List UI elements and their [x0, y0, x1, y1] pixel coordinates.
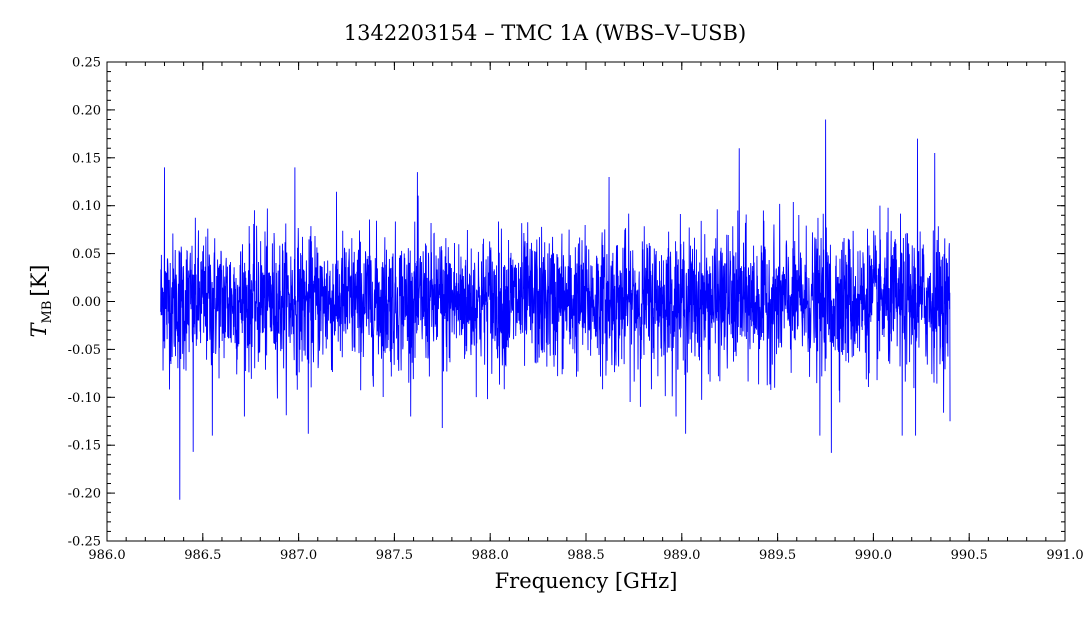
x-tick-label: 987.5 — [376, 548, 413, 563]
y-tick-label: 0.20 — [72, 103, 101, 118]
y-tick-label: 0.05 — [72, 247, 101, 262]
x-tick-label: 989.5 — [759, 548, 796, 563]
x-tick-label: 991.0 — [1046, 548, 1083, 563]
spectrum-line — [160, 119, 951, 500]
x-axis: 986.0 986.5 987.0 987.5 988.0 988.5 989.0 989.5… — [88, 62, 1084, 563]
x-tick-label: 986.5 — [184, 548, 221, 563]
y-axis-label-main: T — [27, 321, 51, 337]
y-tick-label: 0.25 — [72, 56, 101, 71]
y-axis: -0.25 -0.20 -0.15 -0.10 -0.05 0.00 0.05 0.10 0.1… — [68, 56, 1065, 550]
x-tick-label: 986.0 — [88, 548, 125, 563]
x-axis-label: Frequency [GHz] — [495, 569, 678, 593]
y-axis-label-sub: MB — [40, 301, 55, 324]
y-tick-label: -0.10 — [68, 391, 101, 406]
y-tick-label: -0.25 — [68, 535, 101, 550]
x-tick-label: 990.5 — [951, 548, 988, 563]
y-tick-label: -0.15 — [68, 439, 101, 454]
y-tick-label: 0.15 — [72, 151, 101, 166]
spectrum-series — [160, 119, 951, 500]
x-tick-label: 987.0 — [280, 548, 317, 563]
x-tick-label: 989.0 — [663, 548, 700, 563]
y-tick-label: 0.10 — [72, 199, 101, 214]
x-tick-label: 990.0 — [855, 548, 892, 563]
x-tick-label: 988.0 — [472, 548, 509, 563]
y-axis-label-unit: [K] — [27, 265, 51, 297]
y-tick-label: 0.00 — [72, 295, 101, 310]
y-tick-label: -0.05 — [68, 343, 101, 358]
chart-title: 1342203154 – TMC 1A (WBS–V–USB) — [344, 21, 746, 45]
y-tick-label: -0.20 — [68, 487, 101, 502]
x-tick-label: 988.5 — [567, 548, 604, 563]
y-axis-label: TMB [K] — [27, 265, 55, 338]
